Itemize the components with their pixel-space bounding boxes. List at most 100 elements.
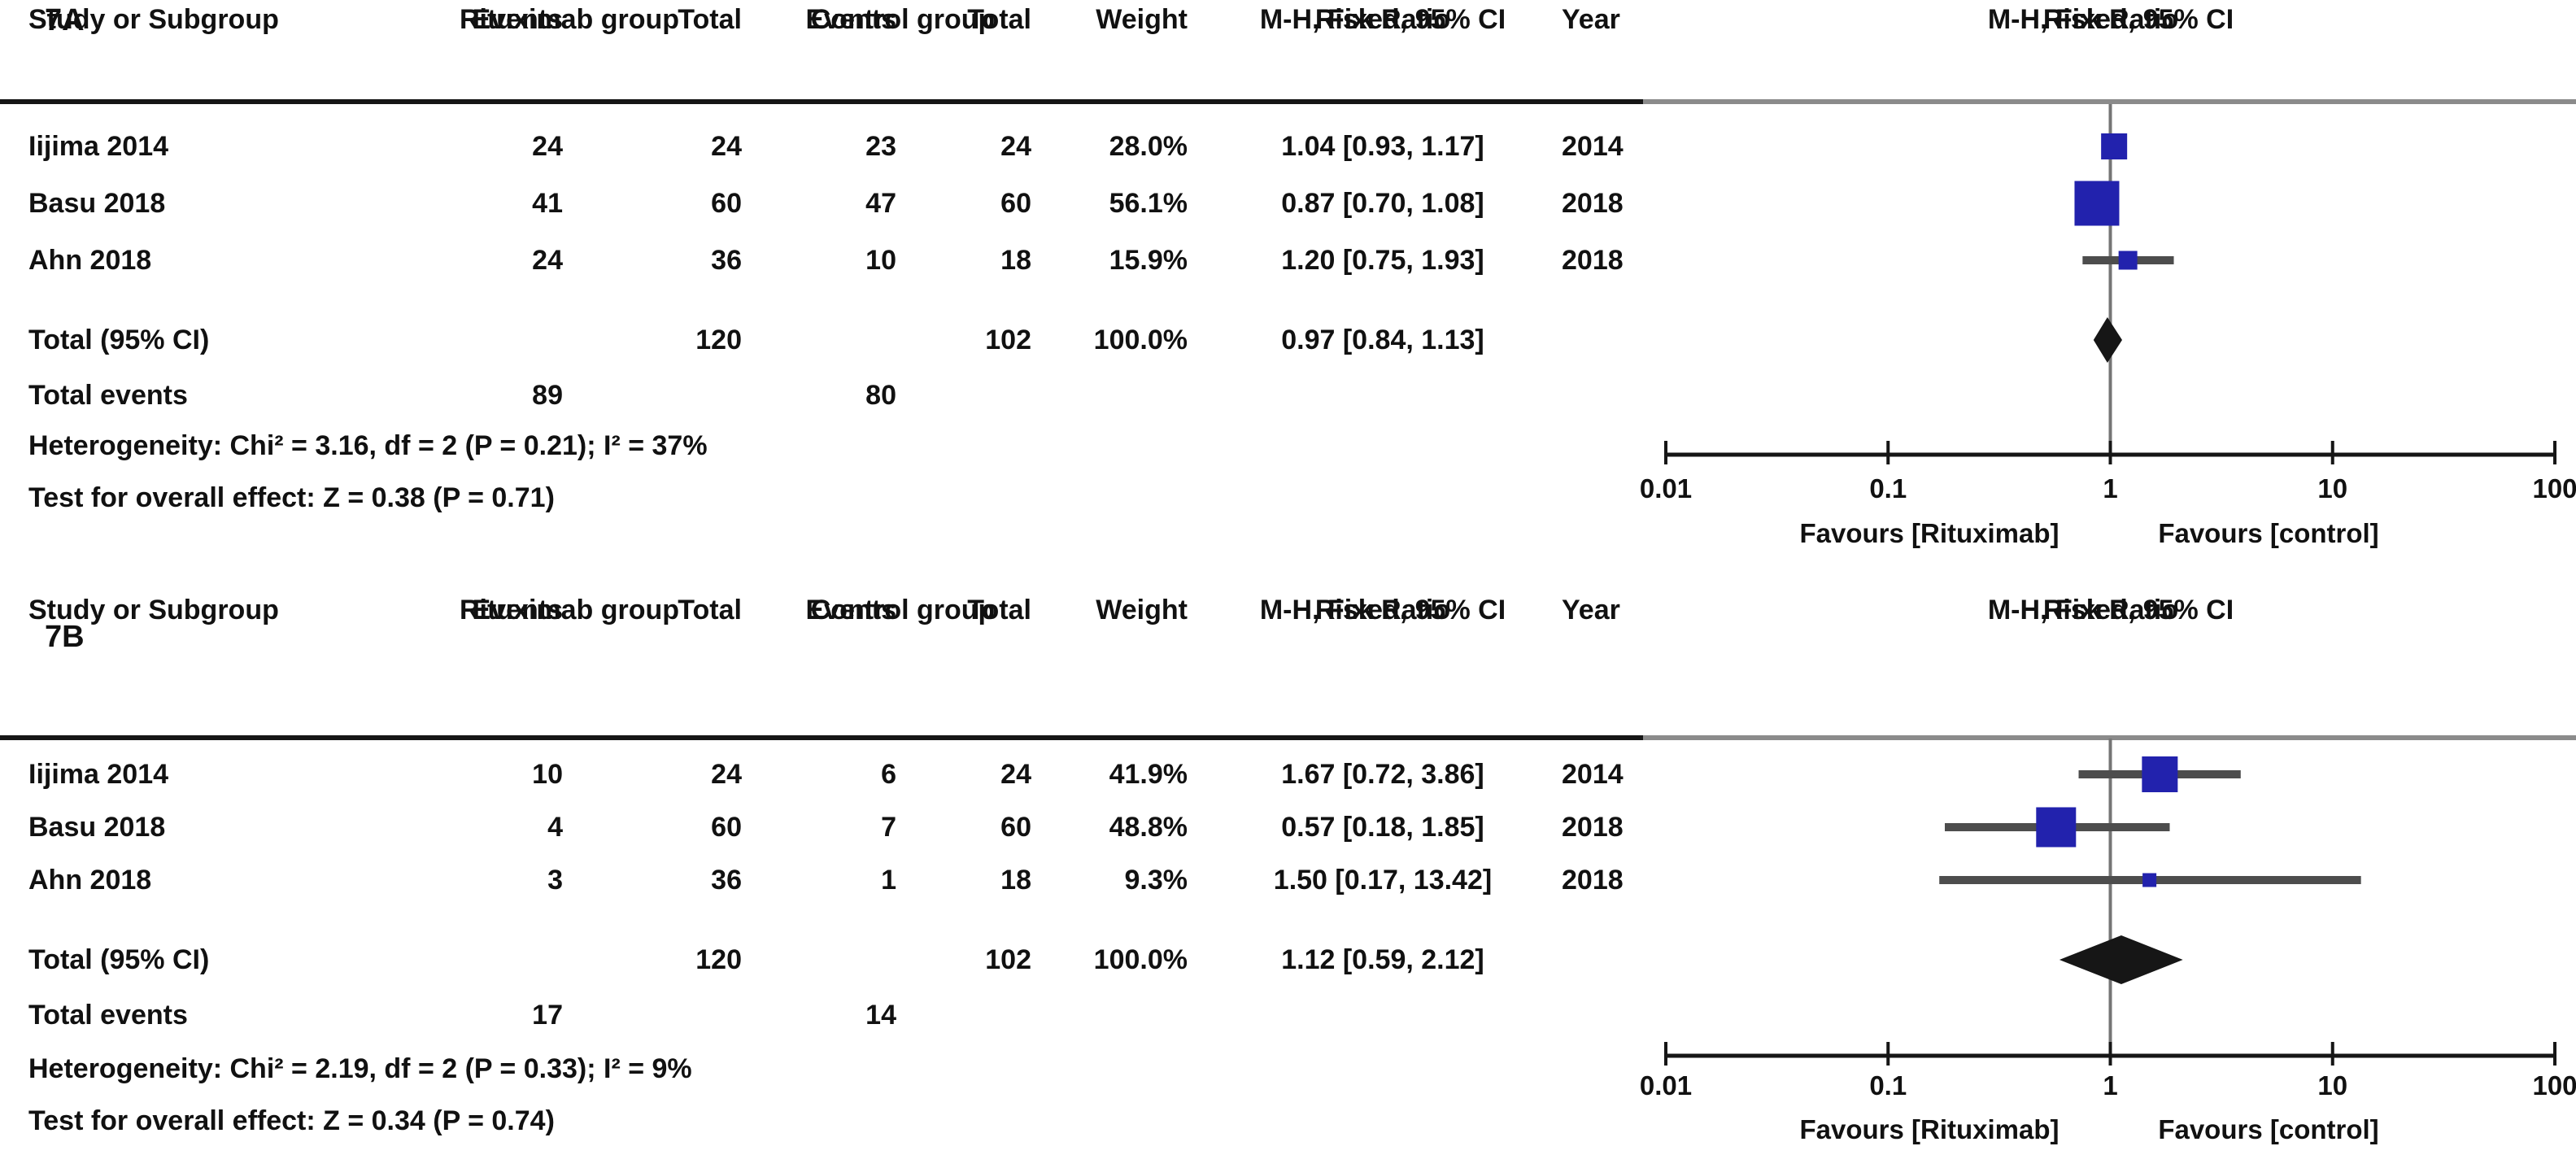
effect-size-square: [2142, 756, 2178, 792]
effect-size-square: [2142, 873, 2157, 887]
total-control: 18: [1000, 865, 1031, 896]
column-header-events-control: Events: [805, 595, 897, 625]
overall-effect-text: Test for overall effect: Z = 0.38 (P = 0…: [28, 482, 555, 513]
events-control: 6: [881, 759, 896, 790]
panel-7b: 7B Rituximab group Control group Risk Ra…: [0, 591, 2576, 1168]
total-control: 102: [985, 944, 1031, 975]
column-header-events-rituximab: Events: [472, 595, 564, 625]
pooled-effect-diamond: [2093, 317, 2123, 363]
total-control: 24: [1000, 131, 1031, 162]
column-group-rituximab: Rituximab group: [459, 595, 680, 625]
plot-title-risk-ratio: Risk Ratio: [2042, 595, 2179, 625]
risk-ratio-ci: 1.04 [0.93, 1.17]: [1281, 131, 1484, 162]
total-events-control: 80: [865, 380, 896, 411]
risk-ratio-ci: 1.67 [0.72, 3.86]: [1281, 759, 1484, 790]
weight: 28.0%: [1109, 131, 1188, 162]
header-underline-table: [0, 99, 1643, 104]
axis-tick-label: 1: [2103, 1070, 2117, 1100]
column-header-events-rituximab: Events: [472, 4, 564, 35]
total-label: Total (95% CI): [28, 944, 210, 975]
overall-effect-row: Test for overall effect: Z = 0.38 (P = 0…: [0, 473, 1659, 522]
axis-tick-label: 1: [2103, 473, 2117, 503]
column-header-total-rituximab: Total: [678, 4, 742, 35]
year: 2018: [1562, 245, 1624, 276]
events-rituximab: 10: [532, 759, 563, 790]
total-rituximab: 36: [711, 245, 742, 276]
table-row: Iijima 2014 10 24 6 24 41.9% 1.67 [0.72, 3.86]…: [0, 750, 1659, 799]
heterogeneity-text: Heterogeneity: Chi² = 2.19, df = 2 (P = …: [28, 1053, 692, 1084]
total-events-label: Total events: [28, 1000, 188, 1031]
events-control: 1: [881, 865, 896, 896]
risk-ratio-ci: 0.87 [0.70, 1.08]: [1281, 188, 1484, 219]
pooled-effect-diamond: [2059, 935, 2183, 984]
heterogeneity-text: Heterogeneity: Chi² = 3.16, df = 2 (P = …: [28, 430, 708, 461]
events-control: 10: [865, 245, 896, 276]
total-weight: 100.0%: [1093, 944, 1188, 975]
total-events-row: Total events 89 80: [0, 371, 1659, 420]
events-rituximab: 3: [547, 865, 563, 896]
panel-label: 7A: [45, 3, 85, 37]
total-rituximab: 120: [695, 944, 742, 975]
axis-tick-label: 10: [2317, 1070, 2347, 1100]
events-rituximab: 41: [532, 188, 563, 219]
axis-tick-label: 100: [2532, 1070, 2576, 1100]
forest-plot-7a: 0.01 0.1 1 10 100 Favours [Rituximab] Favours …: [1640, 104, 2576, 548]
effect-size-square: [2036, 807, 2077, 848]
table-row: Ahn 2018 24 36 10 18 15.9% 1.20 [0.75, 1.93] 20…: [0, 236, 1659, 285]
axis-tick-label: 0.1: [1869, 473, 1907, 503]
events-rituximab: 24: [532, 245, 563, 276]
total-row: Total (95% CI) 120 102 100.0% 1.12 [0.59…: [0, 935, 1659, 984]
total-control: 18: [1000, 245, 1031, 276]
total-row: Total (95% CI) 120 102 100.0% 0.97 [0.84…: [0, 316, 1659, 364]
axis-tick-label: 10: [2317, 473, 2347, 503]
effect-size-square: [2101, 133, 2128, 159]
plot-subtitle-method: M-H, Fixed, 95% CI: [1987, 595, 2234, 625]
weight: 56.1%: [1109, 188, 1188, 219]
column-header-year: Year: [1562, 4, 1620, 35]
column-header-total-control: Total: [967, 595, 1031, 625]
overall-effect-text: Test for overall effect: Z = 0.34 (P = 0…: [28, 1105, 555, 1136]
axis-tick-label: 0.01: [1640, 473, 1692, 503]
table-row: Ahn 2018 3 36 1 18 9.3% 1.50 [0.17, 13.42] 2018: [0, 856, 1659, 904]
weight: 15.9%: [1109, 245, 1188, 276]
year: 2018: [1562, 812, 1624, 843]
events-control: 23: [865, 131, 896, 162]
favours-rituximab-label: Favours [Rituximab]: [1799, 1114, 2059, 1144]
column-group-risk-ratio: Risk Ratio: [1314, 595, 1451, 625]
study-name: Ahn 2018: [28, 865, 152, 896]
heterogeneity-row: Heterogeneity: Chi² = 3.16, df = 2 (P = …: [0, 421, 1659, 470]
column-header-study: Study or Subgroup: [28, 4, 279, 35]
column-group-control: Control group: [810, 595, 996, 625]
study-name: Basu 2018: [28, 812, 166, 843]
total-control: 60: [1000, 812, 1031, 843]
header-underline-plot: [1643, 735, 2576, 740]
total-rituximab: 36: [711, 865, 742, 896]
study-name: Ahn 2018: [28, 245, 152, 276]
total-events-rituximab: 17: [532, 1000, 563, 1031]
events-rituximab: 24: [532, 131, 563, 162]
axis-tick-label: 100: [2532, 473, 2576, 503]
header-underline-plot: [1643, 99, 2576, 104]
column-header-total-control: Total: [967, 4, 1031, 35]
total-control: 102: [985, 325, 1031, 355]
favours-control-label: Favours [control]: [2158, 518, 2378, 548]
events-rituximab: 4: [547, 812, 563, 843]
axis-tick-label: 0.01: [1640, 1070, 1692, 1100]
study-name: Basu 2018: [28, 188, 166, 219]
table-row: Basu 2018 4 60 7 60 48.8% 0.57 [0.18, 1.85] 201…: [0, 803, 1659, 852]
weight: 48.8%: [1109, 812, 1188, 843]
total-rituximab: 24: [711, 759, 742, 790]
column-header-study: Study or Subgroup: [28, 595, 279, 625]
column-header-events-control: Events: [805, 4, 897, 35]
column-header-method: M-H, Fixed, 95% CI: [1259, 595, 1506, 625]
total-events-row: Total events 17 14: [0, 991, 1659, 1039]
effect-size-square: [2118, 251, 2138, 270]
panel-7a: 7A Rituximab group Control group Risk Ra…: [0, 3, 2576, 548]
weight: 9.3%: [1124, 865, 1188, 896]
panel-label: 7B: [45, 620, 85, 654]
column-header-year: Year: [1562, 595, 1620, 625]
study-name: Iijima 2014: [28, 759, 169, 790]
total-label: Total (95% CI): [28, 325, 210, 355]
total-events-control: 14: [865, 1000, 896, 1031]
axis-tick-label: 0.1: [1869, 1070, 1907, 1100]
